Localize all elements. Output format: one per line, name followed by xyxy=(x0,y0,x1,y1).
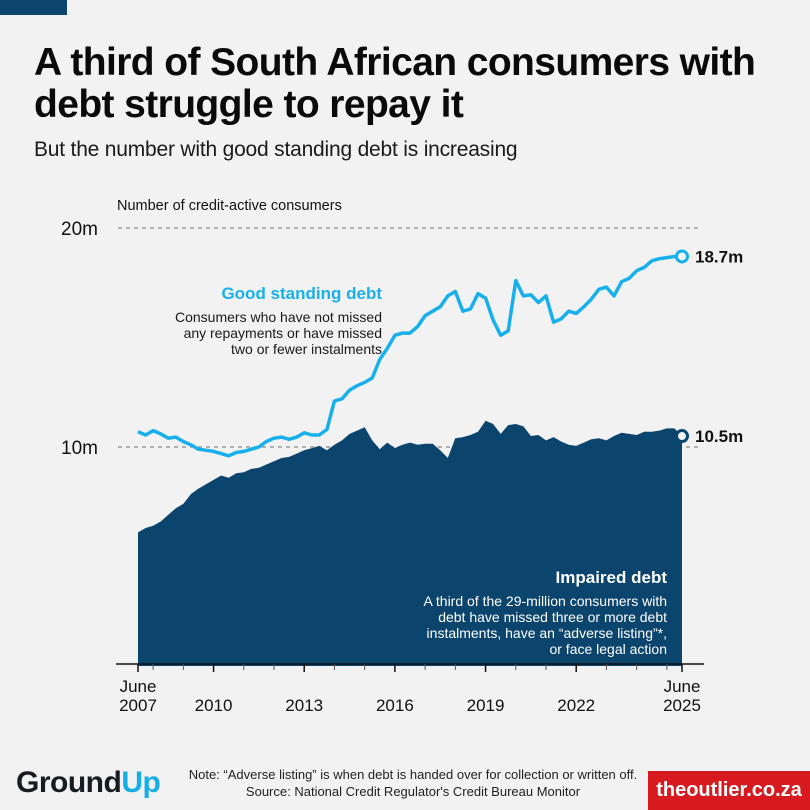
y-tick-label: 20m xyxy=(61,219,98,240)
good-standing-end-marker xyxy=(675,249,689,264)
groundup-logo: GroundUp xyxy=(16,766,161,799)
impaired-end-label: 10.5m xyxy=(695,427,743,446)
annotation-line: two or fewer instalments xyxy=(231,341,382,357)
annotations: Good standing debt Consumers who have no… xyxy=(175,284,667,657)
legend-impaired-description: A third of the 29-million consumers with… xyxy=(423,593,667,657)
annotation-line: any repayments or have missed xyxy=(184,325,382,341)
outlier-badge: theoutlier.co.za xyxy=(648,771,810,810)
x-tick-label: 2007 xyxy=(119,696,157,715)
good-standing-end-label: 18.7m xyxy=(695,247,743,266)
x-tick-label: 2022 xyxy=(557,696,595,715)
x-tick-label: 2010 xyxy=(195,696,233,715)
annotation-line: A third of the 29-million consumers with xyxy=(423,593,667,609)
chart-title: A third of South African consumers with … xyxy=(34,41,756,126)
source-note: Note: “Adverse listing” is when debt is … xyxy=(188,767,638,799)
annotation-line: or face legal action xyxy=(549,641,667,657)
legend-good-standing-description: Consumers who have not missed any repayme… xyxy=(175,309,382,357)
y-tick-label: 10m xyxy=(61,438,98,459)
annotation-line: Consumers who have not missed xyxy=(175,309,382,325)
legend-good-standing-title: Good standing debt xyxy=(221,284,382,303)
x-tick-label: 2016 xyxy=(376,696,414,715)
chart-subtitle: But the number with good standing debt i… xyxy=(34,138,518,161)
good-standing-debt-line xyxy=(137,254,682,458)
x-tick-label: 2025 xyxy=(663,696,701,715)
annotation-line: debt have missed three or more debt xyxy=(438,609,667,625)
annotation-line: instalments, have an “adverse listing”*, xyxy=(427,625,667,641)
impaired-debt-area xyxy=(138,420,682,666)
impaired-area-layer xyxy=(138,420,682,666)
impaired-end-marker xyxy=(675,429,689,444)
brand-corner-bar xyxy=(0,0,67,15)
x-tick-label-month: June xyxy=(120,677,157,696)
x-tick-label-month: June xyxy=(664,677,701,696)
x-tick-label: 2013 xyxy=(285,696,323,715)
legend-impaired-title: Impaired debt xyxy=(556,568,668,587)
x-tick-label: 2019 xyxy=(467,696,505,715)
good-standing-line-layer: 18.7m 10.5m xyxy=(137,247,743,458)
y-axis-label: Number of credit-active consumers xyxy=(117,198,342,214)
